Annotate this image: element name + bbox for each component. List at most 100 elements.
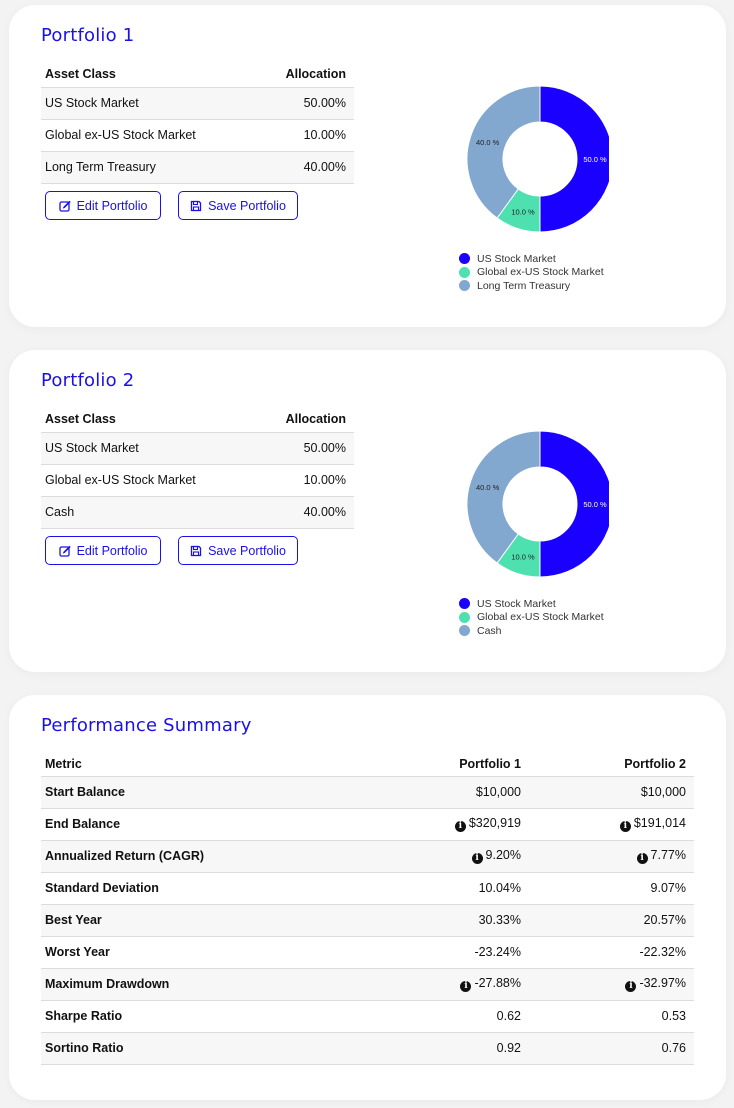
asset-name: US Stock Market <box>45 441 139 455</box>
legend-item[interactable]: US Stock Market <box>459 597 604 611</box>
legend-swatch <box>459 598 470 610</box>
metric-value: $10,000 <box>475 785 521 799</box>
table-row: Best Year 30.33% 20.57% <box>41 904 694 936</box>
allocation-value: 50.00% <box>303 96 346 110</box>
legend-item[interactable]: US Stock Market <box>459 252 604 266</box>
allocation-value: 50.00% <box>303 441 346 455</box>
portfolio-2-header: Portfolio 2 <box>624 756 686 771</box>
metric-name: Standard Deviation <box>45 881 159 895</box>
metric-value: 7.77% <box>650 848 686 862</box>
table-row: Standard Deviation 10.04% 9.07% <box>41 872 694 904</box>
metric-name: Best Year <box>45 913 102 927</box>
table-row: US Stock Market 50.00% <box>41 432 354 464</box>
legend-swatch <box>459 625 470 637</box>
metric-value: 9.07% <box>650 881 686 895</box>
portfolio-1-card: Portfolio 1 Asset Class Allocation US St… <box>9 5 726 327</box>
asset-name: Long Term Treasury <box>45 160 156 174</box>
portfolio-2-value: 0.76 <box>529 1032 694 1064</box>
save-portfolio-label: Save Portfolio <box>208 543 286 558</box>
table-row: US Stock Market 50.00% <box>41 87 354 119</box>
table-row: Annualized Return (CAGR) i 9.20% i 7.77% <box>41 840 694 872</box>
metric-name: Worst Year <box>45 945 110 959</box>
info-icon[interactable]: i <box>625 981 637 992</box>
allocation-value: 40.00% <box>303 505 346 519</box>
save-portfolio-label: Save Portfolio <box>208 198 286 213</box>
allocation-value: 40.00% <box>303 160 346 174</box>
portfolio-1-value: i $320,919 <box>359 808 529 840</box>
metric-header: Metric <box>45 756 82 771</box>
save-portfolio-button[interactable]: Save Portfolio <box>178 191 298 220</box>
legend-item[interactable]: Global ex-US Stock Market <box>459 266 604 280</box>
donut-slice[interactable] <box>539 430 609 578</box>
metric-value: -32.97% <box>639 976 686 990</box>
save-icon <box>190 200 202 211</box>
info-icon[interactable]: i <box>619 821 631 832</box>
table-row: Global ex-US Stock Market 10.00% <box>41 464 354 496</box>
legend-label: Long Term Treasury <box>477 279 571 292</box>
table-row: Maximum Drawdown i -27.88% i -32.97% <box>41 968 694 1000</box>
metric-value: $10,000 <box>640 785 686 799</box>
portfolio-1-value: $10,000 <box>359 776 529 808</box>
asset-class-header: Asset Class <box>45 412 116 427</box>
info-icon[interactable]: i <box>460 981 472 992</box>
portfolio-2-value: i $191,014 <box>529 808 694 840</box>
metric-value: 0.76 <box>661 1041 686 1055</box>
portfolio-1-value: 0.62 <box>359 1000 529 1032</box>
metric-name: Sortino Ratio <box>45 1041 124 1055</box>
portfolio-title: Portfolio 2 <box>41 370 135 391</box>
metric-value: -22.32% <box>639 945 686 959</box>
portfolio-2-value: 20.57% <box>529 904 694 936</box>
donut-slice[interactable] <box>466 430 541 564</box>
edit-portfolio-button[interactable]: Edit Portfolio <box>45 191 161 220</box>
table-row: Sortino Ratio 0.92 0.76 <box>41 1032 694 1064</box>
portfolio-2-value: 9.07% <box>529 872 694 904</box>
metric-value: 10.04% <box>478 881 521 895</box>
legend-swatch <box>459 280 470 292</box>
table-row: Worst Year -23.24% -22.32% <box>41 936 694 968</box>
info-icon[interactable]: i <box>636 853 648 864</box>
info-icon[interactable]: i <box>454 821 466 832</box>
donut-slice[interactable] <box>466 85 541 219</box>
asset-name: Cash <box>45 505 75 519</box>
portfolio-1-value: 0.92 <box>359 1032 529 1064</box>
performance-table: Metric Portfolio 1 Portfolio 2 Start Bal… <box>41 752 694 1065</box>
metric-value: -23.24% <box>474 945 521 959</box>
table-row: Start Balance $10,000 $10,000 <box>41 776 694 808</box>
asset-class-header: Asset Class <box>45 67 116 82</box>
donut-slice-label: 40.0 % <box>476 138 500 147</box>
portfolio-2-value: $10,000 <box>529 776 694 808</box>
asset-name: Global ex-US Stock Market <box>45 128 196 142</box>
legend-item[interactable]: Global ex-US Stock Market <box>459 611 604 625</box>
legend-label: Global ex-US Stock Market <box>477 611 604 624</box>
metric-value: 0.62 <box>496 1009 521 1023</box>
save-portfolio-button[interactable]: Save Portfolio <box>178 536 298 565</box>
chart-legend: US Stock Market Global ex-US Stock Marke… <box>459 252 604 293</box>
legend-item[interactable]: Cash <box>459 624 604 638</box>
allocation-donut-chart: 50.0 % 10.0 % 40.0 % <box>466 430 609 578</box>
metric-name: Start Balance <box>45 785 125 799</box>
donut-slice-label: 40.0 % <box>476 483 500 492</box>
portfolio-2-value: i 7.77% <box>529 840 694 872</box>
info-icon[interactable]: i <box>471 853 483 864</box>
legend-label: US Stock Market <box>477 597 556 610</box>
donut-slice[interactable] <box>539 85 609 233</box>
edit-portfolio-button[interactable]: Edit Portfolio <box>45 536 161 565</box>
legend-swatch <box>459 253 470 265</box>
metric-value: 20.57% <box>643 913 686 927</box>
allocation-table: Asset Class Allocation US Stock Market 5… <box>41 407 354 529</box>
legend-swatch <box>459 266 470 278</box>
edit-icon <box>58 200 71 212</box>
donut-slice-label: 10.0 % <box>511 207 535 216</box>
portfolio-title: Portfolio 1 <box>41 25 135 46</box>
portfolio-1-value: -23.24% <box>359 936 529 968</box>
metric-value: 30.33% <box>478 913 521 927</box>
save-icon <box>190 545 202 556</box>
metric-name: Maximum Drawdown <box>45 977 170 991</box>
portfolio-1-value: 10.04% <box>359 872 529 904</box>
legend-item[interactable]: Long Term Treasury <box>459 279 604 293</box>
portfolio-1-header: Portfolio 1 <box>459 756 521 771</box>
portfolio-1-value: 30.33% <box>359 904 529 936</box>
metric-value: 0.92 <box>496 1041 521 1055</box>
legend-swatch <box>459 611 470 623</box>
portfolio-2-value: 0.53 <box>529 1000 694 1032</box>
